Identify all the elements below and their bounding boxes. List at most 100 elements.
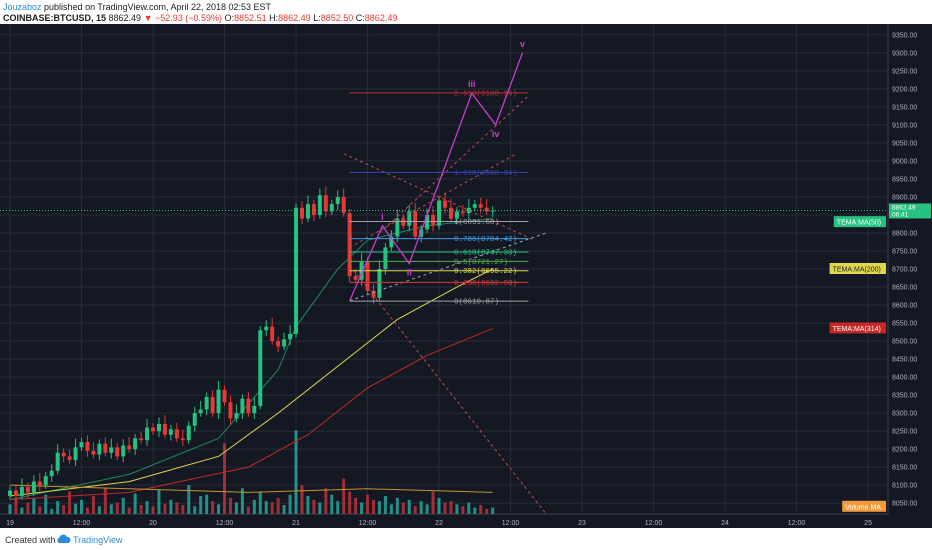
x-tick-label: 19 [6, 520, 14, 527]
volume-bar [258, 491, 262, 514]
volume-bar [109, 504, 113, 514]
x-tick-label: 12:00 [788, 520, 806, 527]
candle-body [454, 211, 459, 219]
volume-bar [395, 497, 399, 514]
volume-bar [169, 499, 173, 514]
support-trendline [349, 232, 547, 302]
candle-body [13, 490, 18, 496]
volume-bar [276, 497, 280, 514]
fib-level-label: 1.618(8968.34) [454, 170, 517, 178]
indicator-label: TEMA:MA(200) [833, 267, 881, 274]
descending-trendline [349, 265, 547, 515]
indicator-label: TEMA:MA(50) [837, 220, 881, 227]
candle-body [407, 211, 412, 226]
volume-bar [145, 501, 149, 514]
candle-body [127, 445, 132, 450]
volume-ma-line [9, 484, 493, 493]
candle-countdown: 06:41 [892, 211, 909, 218]
author-link[interactable]: Jouzaboz [3, 2, 42, 12]
high-value: 8862.49 [278, 13, 311, 23]
volume-bar [228, 497, 232, 514]
candle-body [204, 396, 209, 410]
candle-body [413, 211, 418, 237]
candle-body [329, 204, 334, 212]
symbol-label: COINBASE:BTCUSD, 15 [3, 13, 107, 23]
candle-body [270, 326, 275, 342]
last-price-badge [889, 203, 931, 219]
y-tick-label: 9000.00 [892, 158, 917, 165]
volume-bar [50, 508, 54, 514]
chart-area[interactable]: 8050.00 8100.00 8150.00 8200.00 8250.00 8300.… [0, 24, 932, 528]
price-chart[interactable]: 8050.00 8100.00 8150.00 8200.00 8250.00 8300.… [0, 24, 932, 528]
volume-bar [246, 506, 250, 514]
volume-bar [330, 494, 334, 514]
last-price-label: 8862.49 [892, 204, 916, 211]
candle-body [37, 481, 42, 486]
close-label: C: [355, 13, 365, 23]
indicator-badge [842, 500, 886, 512]
candle-body [222, 389, 227, 403]
candle-body [121, 445, 126, 457]
candle-body [151, 427, 156, 432]
candle-body [478, 204, 483, 208]
volume-bar [223, 443, 227, 514]
volume-bar [127, 507, 131, 514]
candle-body [67, 456, 72, 460]
volume-bar [151, 506, 155, 514]
candle-body [156, 423, 161, 432]
volume-bar [348, 491, 352, 514]
candle-body [365, 261, 370, 291]
indicator-badge [833, 216, 886, 228]
candle-body [49, 470, 54, 477]
volume-bar [342, 478, 346, 514]
elliott-wave-path [349, 52, 524, 301]
volume-bar [336, 501, 340, 514]
candle-body [210, 396, 215, 414]
candle-body [395, 218, 400, 237]
volume-bar [252, 499, 256, 514]
y-tick-label: 8450.00 [892, 357, 917, 364]
low-label: L: [313, 13, 321, 23]
last-price: 8862.49 [108, 13, 142, 23]
volume-bar [324, 488, 328, 514]
indicator-label: Volume MA [845, 504, 881, 511]
candle-body [401, 218, 406, 226]
x-tick-label: 12:00 [216, 520, 234, 527]
candle-body [198, 409, 203, 414]
wave-label-ii: ii [407, 268, 412, 278]
volume-bar [270, 502, 274, 514]
volume-bar [68, 491, 72, 514]
candle-body [109, 447, 114, 453]
candle-body [85, 441, 90, 451]
candle-body [448, 207, 453, 219]
wave-label-iii: iii [468, 79, 476, 89]
candle-body [168, 429, 173, 435]
x-tick-label: 20 [149, 520, 157, 527]
indicator-badge [829, 322, 886, 334]
y-tick-label: 9200.00 [892, 86, 917, 93]
x-tick-label: 12:00 [73, 520, 91, 527]
candle-body [282, 339, 287, 347]
candle-body [258, 330, 263, 406]
tradingview-brand-link[interactable]: TradingView [73, 535, 123, 545]
fib-level-label: 0.236(8662.98) [454, 280, 517, 288]
candle-body [216, 389, 221, 414]
volume-bar [431, 491, 435, 514]
candle-body [139, 438, 144, 441]
candle-body [145, 427, 150, 441]
candle-body [437, 200, 442, 226]
candle-body [311, 204, 316, 215]
candle-body [246, 398, 251, 414]
tema-314-line [9, 327, 493, 501]
candle-body [61, 452, 66, 457]
candle-body [228, 402, 233, 419]
candle-body [377, 269, 382, 298]
y-tick-label: 8350.00 [892, 393, 917, 400]
candle-body [174, 429, 179, 439]
tradingview-cloud-icon [57, 534, 71, 543]
candle-body [371, 290, 376, 298]
volume-bar [455, 504, 459, 514]
high-label: H: [269, 13, 279, 23]
y-tick-label: 8700.00 [892, 267, 917, 274]
fib-level-label: 0.786(8784.42) [454, 236, 517, 244]
